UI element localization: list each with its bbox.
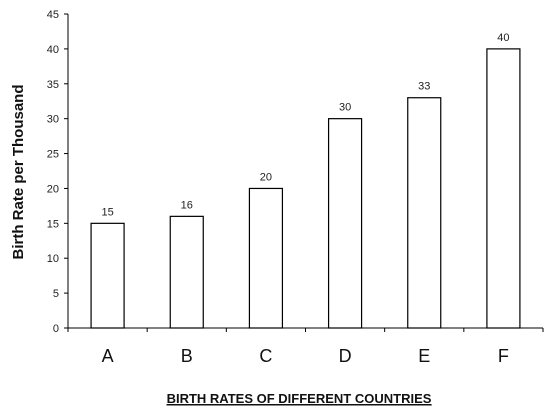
y-tick-label: 45 <box>47 9 59 21</box>
y-tick-label: 35 <box>47 79 59 91</box>
data-label-a: 15 <box>101 206 113 218</box>
x-tick-label-b: B <box>181 346 193 366</box>
x-axis-title: BIRTH RATES OF DIFFERENT COUNTRIES <box>167 391 432 406</box>
bar-f <box>486 48 521 329</box>
y-ticks: 0 5 10 15 20 25 30 35 40 45 <box>47 9 68 335</box>
y-axis-group: 0 5 10 15 20 25 30 35 40 45 <box>47 9 69 335</box>
data-label-c: 20 <box>260 171 272 183</box>
x-tick-label-c: C <box>259 346 272 366</box>
x-tick-label-d: D <box>339 346 352 366</box>
data-label-f: 40 <box>497 32 509 44</box>
data-labels: 15 16 20 30 33 40 <box>101 32 509 218</box>
data-label-e: 33 <box>418 81 430 93</box>
y-axis-title: Birth Rate per Thousand <box>10 84 27 259</box>
data-label-d: 30 <box>339 102 351 114</box>
bar-e <box>407 97 442 329</box>
y-tick-label: 25 <box>47 149 59 161</box>
x-tick-label-f: F <box>498 346 509 366</box>
y-tick-label: 10 <box>47 253 59 265</box>
x-ticks: A B C D E F <box>67 328 544 366</box>
y-tick-label: 30 <box>47 114 59 126</box>
bar-d <box>327 118 363 329</box>
x-tick-label-e: E <box>418 346 430 366</box>
data-label-b: 16 <box>181 199 193 211</box>
bar-b <box>169 215 204 329</box>
y-tick-label: 0 <box>53 323 59 335</box>
x-tick-label-a: A <box>102 346 114 366</box>
y-tick-label: 40 <box>47 44 59 56</box>
bars <box>90 48 521 329</box>
bar-a <box>90 222 125 329</box>
x-axis-group: A B C D E F <box>67 327 544 366</box>
y-tick-label: 20 <box>47 183 59 195</box>
y-tick-label: 5 <box>53 288 59 300</box>
bar-c <box>248 187 284 329</box>
y-tick-label: 15 <box>47 218 59 230</box>
